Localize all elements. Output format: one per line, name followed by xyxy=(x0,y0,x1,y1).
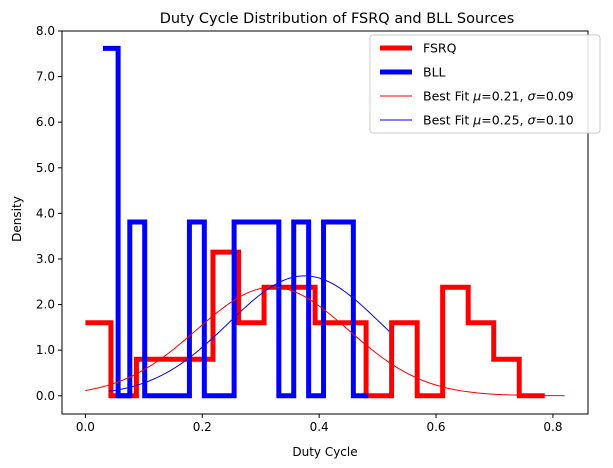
y-tick-label: 3.0 xyxy=(36,252,55,266)
series-bll-step xyxy=(102,45,369,399)
legend-label: Best Fit μ=0.25, σ=0.10 xyxy=(423,113,574,128)
y-tick-label: 1.0 xyxy=(36,343,55,357)
legend-label-part: =0.10 xyxy=(535,113,573,128)
legend-label-part: μ xyxy=(472,113,481,128)
axes: 0.0 0.2 0.4 0.6 0.8 0.0 1.0 2.0 3.0 4.0 5.0 6.0 7.0 8… xyxy=(36,24,589,434)
best-fit-curve-bll xyxy=(108,275,390,392)
legend-label: Best Fit μ=0.21, σ=0.09 xyxy=(423,89,574,104)
legend-label-part: =0.21, xyxy=(481,89,527,104)
y-tick-label: 5.0 xyxy=(36,161,55,175)
x-tick-label: 0.6 xyxy=(426,420,445,434)
best-fit-curve-fsrq xyxy=(85,286,565,397)
y-axis-label: Density xyxy=(10,196,24,242)
x-tick-label: 0.2 xyxy=(193,420,212,434)
legend-label: BLL xyxy=(423,65,446,80)
legend-label-part: =0.25, xyxy=(481,113,527,128)
legend-label-part: Best Fit xyxy=(423,89,473,104)
y-tick-label: 6.0 xyxy=(36,115,55,129)
x-tick-label: 0.0 xyxy=(76,420,95,434)
legend-label-part: μ xyxy=(472,89,481,104)
legend-label: FSRQ xyxy=(423,41,457,56)
legend-label-part: =0.09 xyxy=(535,89,573,104)
legend-box xyxy=(369,34,601,134)
legend-label-part: Best Fit xyxy=(423,113,473,128)
y-tick-label: 0.0 xyxy=(36,389,55,403)
chart-title: Duty Cycle Distribution of FSRQ and BLL … xyxy=(160,11,515,27)
plot-area xyxy=(85,45,565,399)
legend-label-part: σ xyxy=(528,113,537,128)
x-tick-label: 0.8 xyxy=(543,420,562,434)
axes-frame xyxy=(61,30,589,415)
y-tick-label: 2.0 xyxy=(36,298,55,312)
y-tick-label: 4.0 xyxy=(36,206,55,220)
legend-label-part: σ xyxy=(528,89,537,104)
series-fsrq-step xyxy=(85,249,545,399)
y-tick-label: 8.0 xyxy=(36,24,55,38)
x-axis-label: Duty Cycle xyxy=(292,445,357,459)
x-tick-label: 0.4 xyxy=(310,420,329,434)
y-tick-label: 7.0 xyxy=(36,70,55,84)
